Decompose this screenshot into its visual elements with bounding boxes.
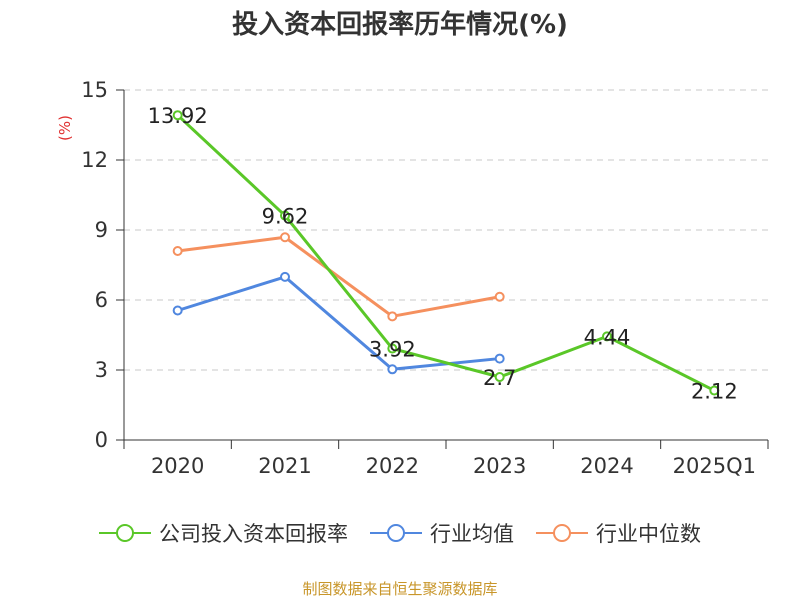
legend-label-industry-mean: 行业均值 <box>430 522 514 546</box>
data-source-note: 制图数据来自恒生聚源数据库 <box>302 580 498 598</box>
y-tick-label-9: 9 <box>95 218 108 242</box>
x-tick-label-2021: 2021 <box>258 454 311 478</box>
series-line-1 <box>177 275 500 371</box>
legend-item-industry-median[interactable]: 行业中位数 <box>536 518 701 548</box>
data-label-2021: 9.62 <box>262 205 309 229</box>
legend-label-company: 公司投入资本回报率 <box>159 522 348 546</box>
data-point-0-2025Q1 <box>709 385 720 396</box>
legend-item-industry-mean[interactable]: 行业均值 <box>370 518 514 548</box>
legend-swatch-company <box>99 524 151 542</box>
legend: 公司投入资本回报率 行业均值 行业中位数 <box>0 518 800 548</box>
data-point-0-2024 <box>602 331 612 342</box>
data-label-2020: 13.92 <box>148 104 208 128</box>
y-tick-label-3: 3 <box>95 358 108 382</box>
x-tick-label-2022: 2022 <box>366 454 419 478</box>
data-point-0-2021 <box>280 210 290 221</box>
data-label-2025Q1: 2.12 <box>691 380 738 404</box>
legend-swatch-industry-median <box>536 524 588 542</box>
data-point-1-2021 <box>280 271 290 282</box>
legend-swatch-industry-mean <box>370 524 422 542</box>
y-tick-label-0: 0 <box>95 428 108 452</box>
data-label-2024: 4.44 <box>584 325 631 349</box>
data-point-1-2023 <box>494 353 505 364</box>
x-tick-label-2023: 2023 <box>473 454 526 478</box>
data-point-0-2020 <box>172 110 183 121</box>
data-point-2-2021 <box>280 232 290 243</box>
x-tick-label-2025Q1: 2025Q1 <box>673 454 756 478</box>
series-line-2 <box>177 235 500 318</box>
x-tick-label-2020: 2020 <box>151 454 204 478</box>
data-point-0-2023 <box>494 372 505 382</box>
legend-label-industry-median: 行业中位数 <box>596 522 701 546</box>
y-axis-label: (%) <box>56 115 74 141</box>
y-tick-label-6: 6 <box>95 288 108 312</box>
data-label-2022: 3.92 <box>369 338 416 362</box>
series-line-0 <box>176 114 716 392</box>
data-point-0-2022 <box>387 343 398 354</box>
data-point-2-2022 <box>387 311 398 322</box>
legend-item-company[interactable]: 公司投入资本回报率 <box>99 518 348 548</box>
data-point-1-2022 <box>387 364 398 375</box>
chart-title: 投入资本回报率历年情况(%) <box>232 10 568 40</box>
data-point-2-2023 <box>494 291 505 302</box>
y-tick-label-12: 12 <box>81 148 108 172</box>
data-point-1-2020 <box>172 305 183 316</box>
data-label-2023: 2.7 <box>483 366 516 390</box>
data-point-2-2020 <box>172 246 183 256</box>
y-tick-label-15: 15 <box>81 78 108 102</box>
x-tick-label-2024: 2024 <box>580 454 633 478</box>
